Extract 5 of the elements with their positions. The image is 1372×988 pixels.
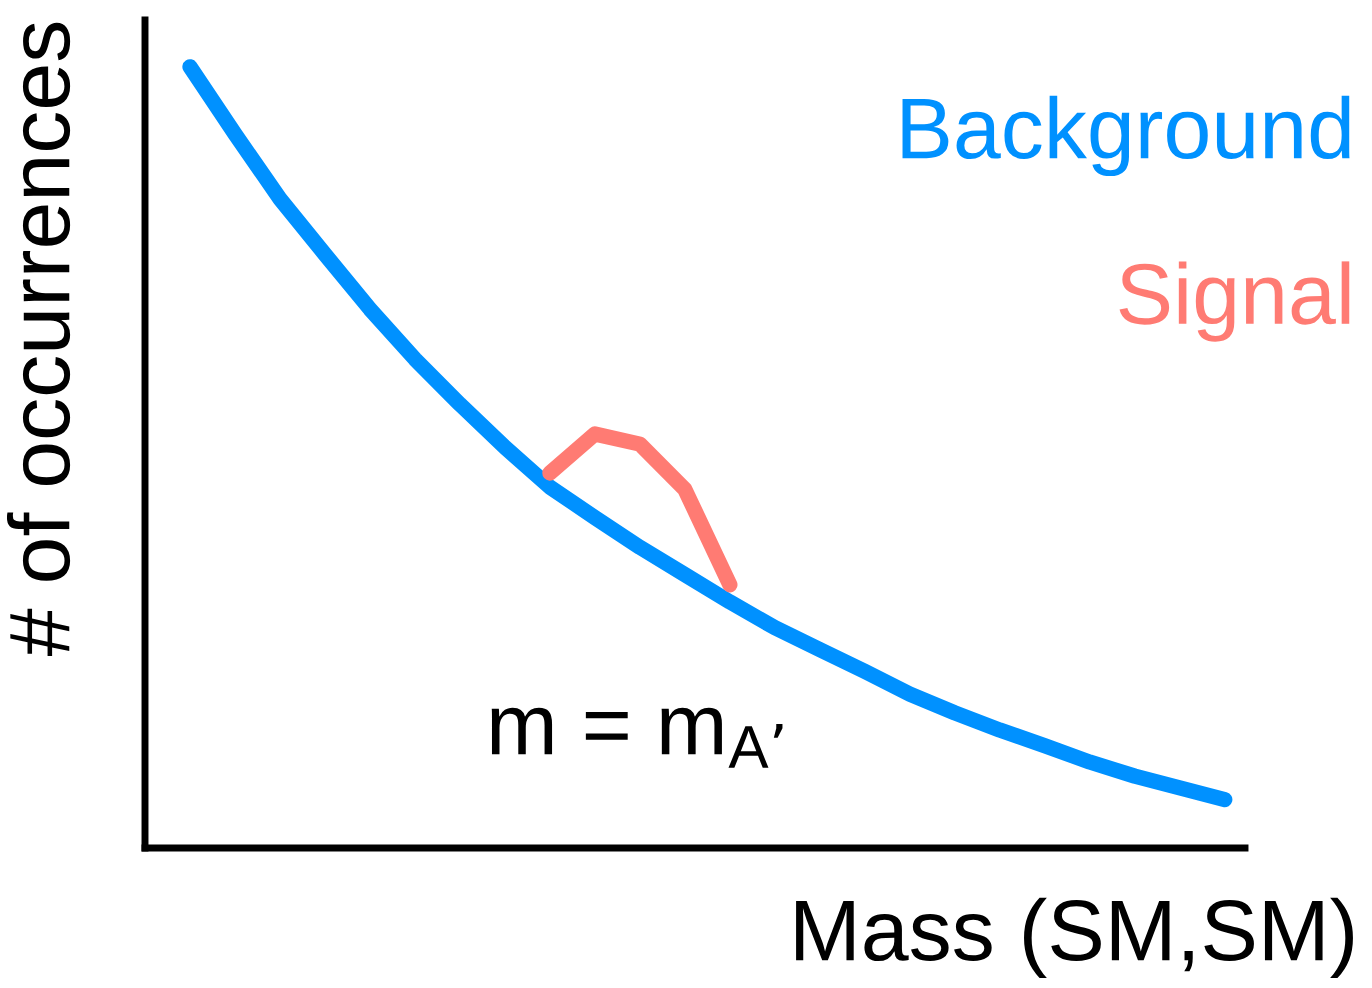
annotation: m = m$_{A’}$ <box>491 707 783 768</box>
x-axis-title: Mass (SM,SM) <box>796 897 1353 979</box>
text: Background <box>902 95 1350 177</box>
y-axis-title: # of occurrences <box>6 22 71 656</box>
text: Signal <box>1119 261 1350 342</box>
